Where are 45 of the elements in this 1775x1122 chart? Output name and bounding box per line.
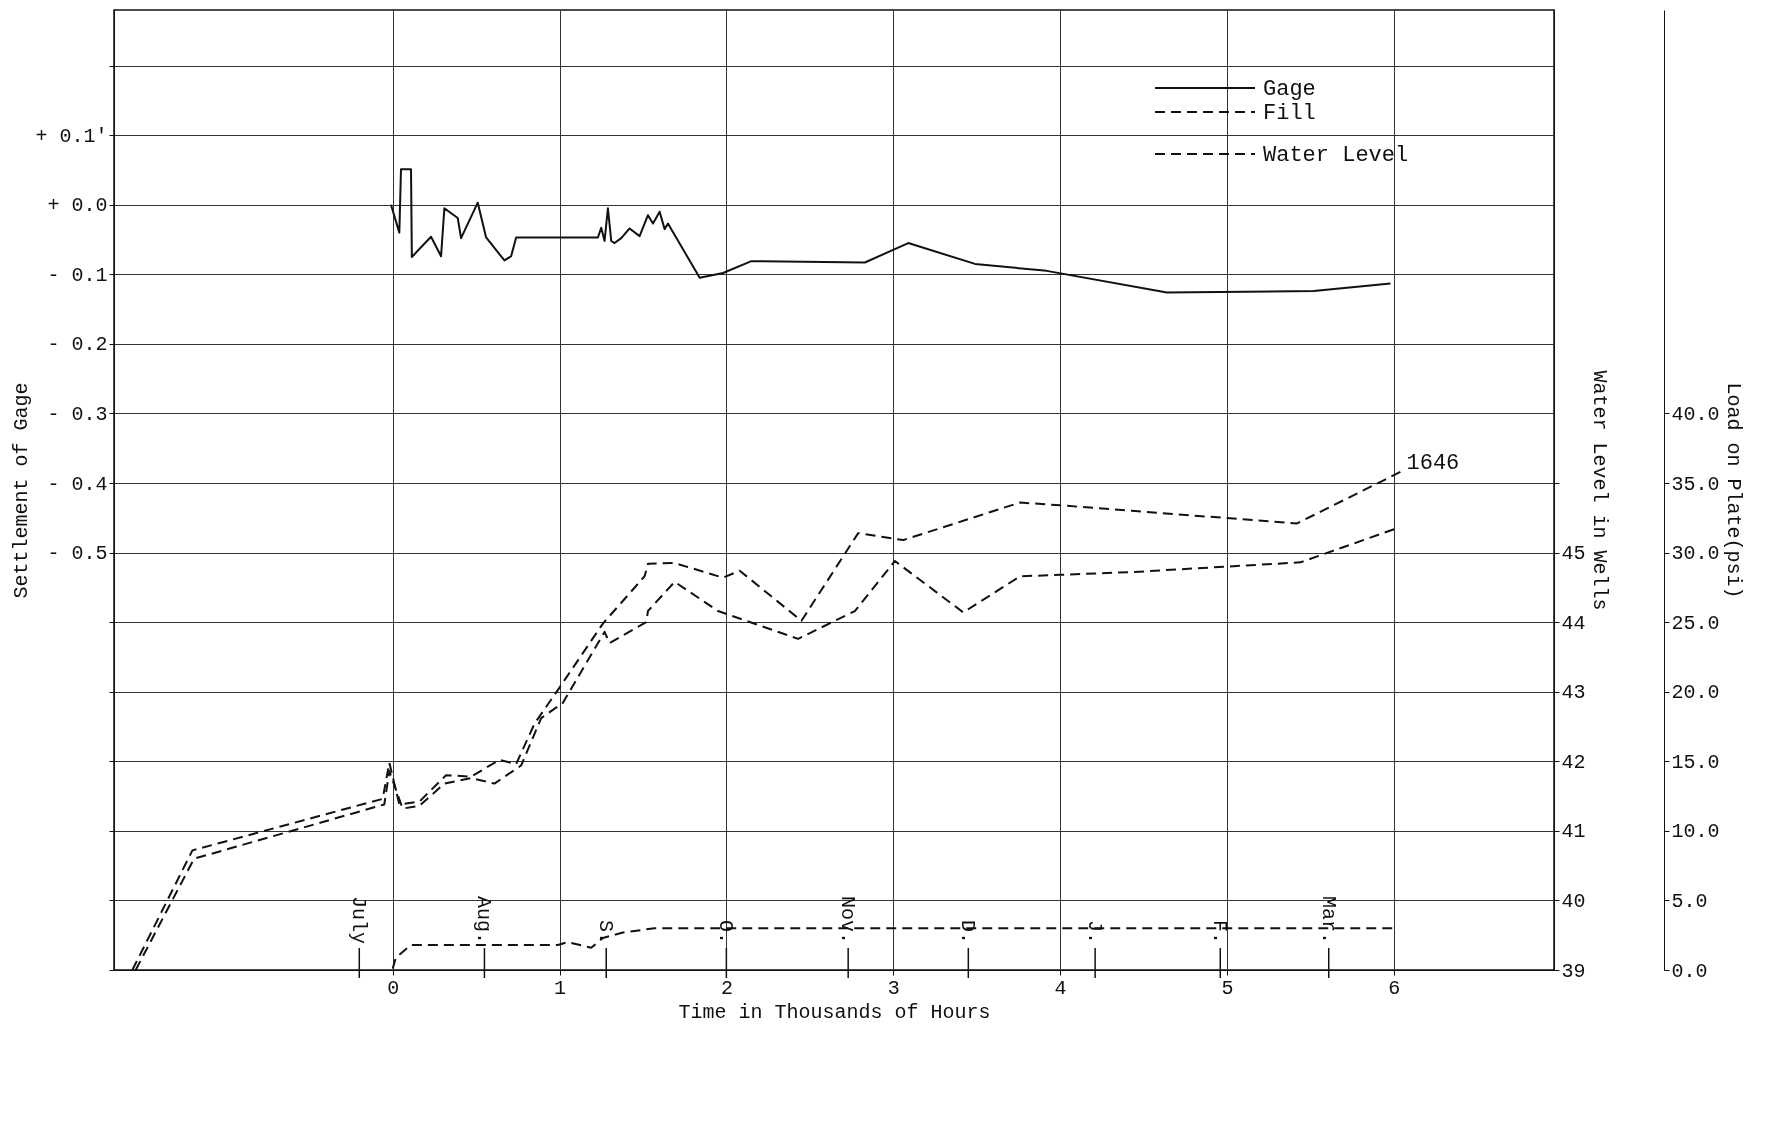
ref-line-label: D. [956, 919, 980, 944]
y2-tick-label: 35.0 [1671, 472, 1720, 496]
ref-line-label: Nov. [836, 895, 860, 944]
y3-tick-label: 45 [1561, 542, 1586, 566]
y-tick-label: + 0.1′ [35, 124, 108, 148]
legend-label: Fill [1263, 101, 1316, 126]
ref-line-label: July [347, 895, 371, 944]
annotation: 1646 [1406, 450, 1460, 476]
ref-line-label: S. [594, 919, 618, 944]
y2-tick-label: 40.0 [1671, 402, 1720, 426]
ref-line-label: O. [714, 919, 738, 944]
y3-axis-title: Water Level in Wells [1587, 370, 1611, 611]
y-tick-label: - 0.4 [47, 472, 108, 496]
y2-tick-label: 25.0 [1671, 611, 1720, 635]
y-tick-label: - 0.1 [47, 263, 108, 287]
y3-tick-label: 39 [1561, 959, 1586, 983]
ref-line-label: F. [1208, 919, 1232, 944]
x-tick-label: 0 [387, 976, 400, 1000]
y3-tick-label: 44 [1561, 611, 1586, 635]
x-tick-label: 1 [554, 976, 567, 1000]
legend-label: Gage [1263, 77, 1316, 102]
x-tick-label: 6 [1388, 976, 1401, 1000]
y2-tick-label: 20.0 [1671, 681, 1720, 705]
x-tick-label: 2 [720, 976, 733, 1000]
y2-tick-label: 30.0 [1671, 542, 1720, 566]
ref-line-label: Mar. [1316, 895, 1340, 944]
ref-line-label: Aug. [472, 895, 496, 944]
y2-tick-label: 0.0 [1671, 959, 1708, 983]
y-tick-label: + 0.0 [47, 194, 108, 218]
y3-tick-label: 40 [1561, 889, 1586, 913]
x-tick-label: 4 [1054, 976, 1067, 1000]
y-tick-label: - 0.3 [47, 402, 108, 426]
y2-tick-label: 10.0 [1671, 820, 1720, 844]
x-tick-label: 5 [1221, 976, 1234, 1000]
x-tick-label: 3 [887, 976, 900, 1000]
y-tick-label: - 0.2 [47, 333, 108, 357]
x-axis-title: Time in Thousands of Hours [678, 1000, 991, 1024]
y-tick-label: - 0.5 [47, 542, 108, 566]
y-axis-title: Settlement of Gage [10, 382, 34, 599]
y2-tick-label: 5.0 [1671, 889, 1708, 913]
y3-tick-label: 43 [1561, 681, 1586, 705]
y2-axis-title: Load on Plate(psi) [1721, 382, 1745, 599]
y3-tick-label: 41 [1561, 820, 1586, 844]
y3-tick-label: 42 [1561, 750, 1586, 774]
y2-tick-label: 15.0 [1671, 750, 1720, 774]
